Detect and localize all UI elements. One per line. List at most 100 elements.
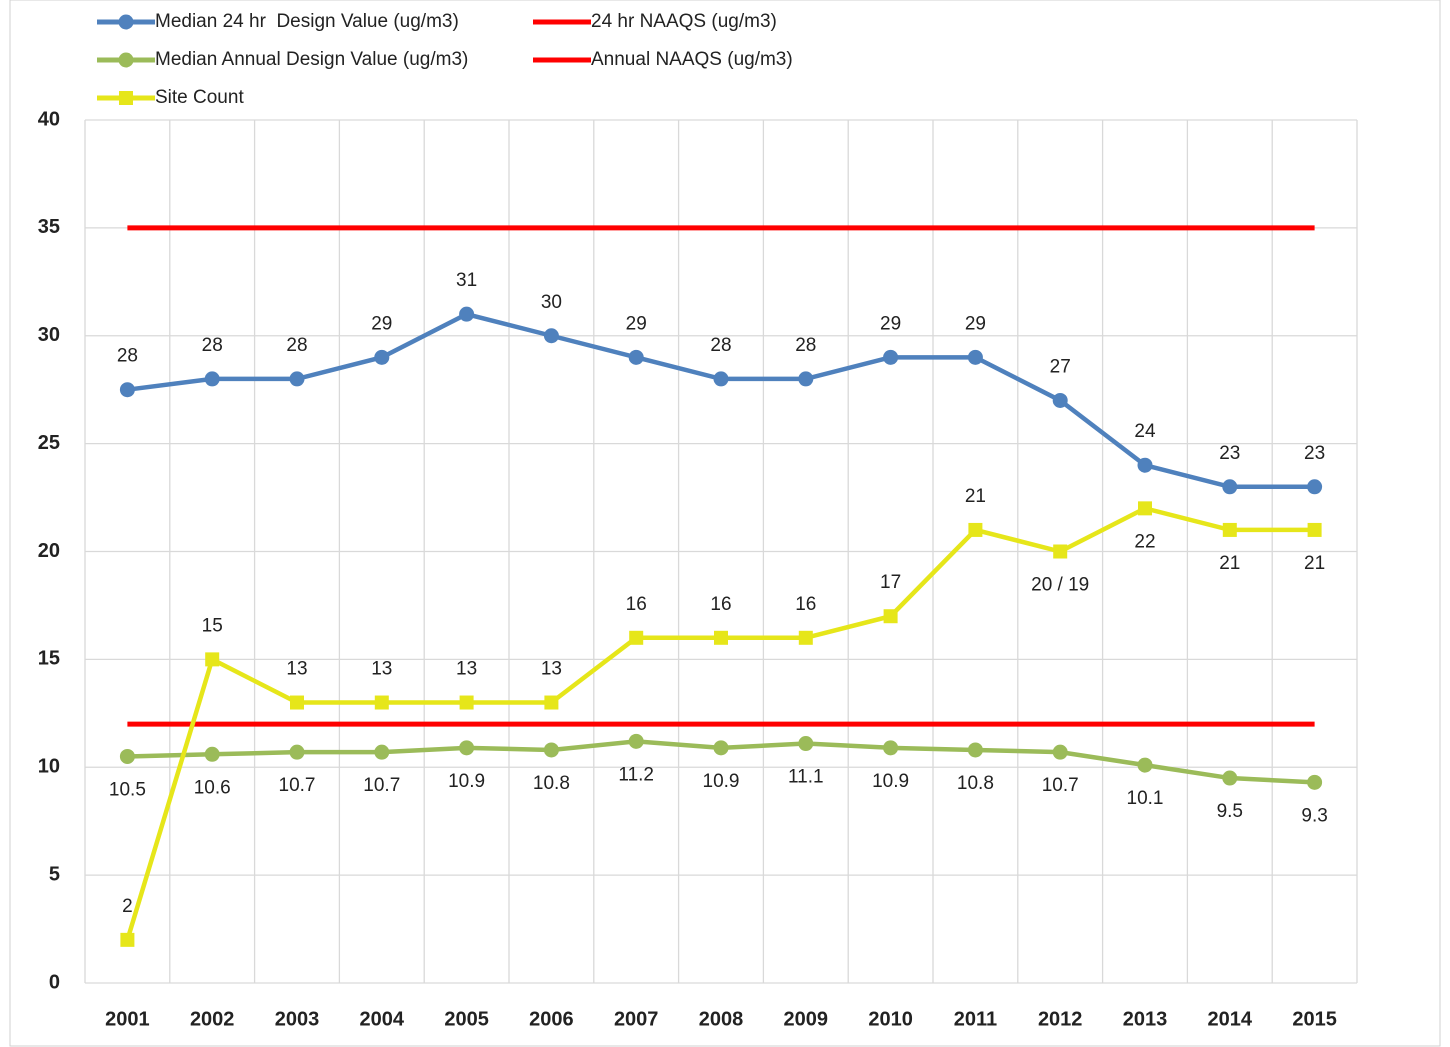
data-point	[713, 740, 729, 756]
y-tick-label: 25	[38, 432, 60, 454]
y-tick-label: 35	[38, 216, 60, 238]
x-tick-label: 2014	[1208, 1008, 1253, 1030]
x-tick-label: 2010	[868, 1008, 913, 1030]
data-point	[204, 371, 220, 387]
data-label: 10.7	[1042, 775, 1079, 796]
data-point	[1307, 479, 1323, 495]
data-point	[289, 744, 305, 760]
x-tick-label: 2006	[529, 1008, 574, 1030]
data-label: 27	[1050, 356, 1071, 377]
data-point	[1222, 479, 1238, 495]
data-label: 23	[1219, 443, 1240, 464]
data-label: 29	[371, 313, 392, 334]
data-point	[1137, 757, 1153, 773]
data-label: 10.7	[279, 775, 316, 796]
data-point	[374, 349, 390, 365]
data-point	[883, 349, 899, 365]
data-label: 10.8	[957, 773, 994, 794]
data-point	[204, 746, 220, 762]
data-point	[798, 371, 814, 387]
legend-label: Site Count	[155, 87, 244, 108]
x-tick-label: 2008	[699, 1008, 744, 1030]
y-tick-label: 15	[38, 648, 60, 670]
data-label: 20 / 19	[1031, 575, 1089, 596]
data-label: 28	[202, 335, 223, 356]
y-tick-label: 10	[38, 756, 60, 778]
x-tick-label: 2002	[190, 1008, 235, 1030]
data-label: 16	[710, 594, 731, 615]
data-label: 30	[541, 292, 562, 313]
data-label: 28	[795, 335, 816, 356]
legend-marker	[119, 91, 133, 105]
data-point	[459, 306, 475, 322]
x-tick-label: 2007	[614, 1008, 659, 1030]
data-point	[459, 740, 475, 756]
data-label: 16	[626, 594, 647, 615]
data-label: 29	[965, 313, 986, 334]
x-tick-label: 2015	[1292, 1008, 1337, 1030]
data-label: 31	[456, 270, 477, 291]
y-tick-label: 5	[49, 863, 60, 885]
data-point	[714, 630, 728, 645]
x-tick-label: 2011	[954, 1008, 997, 1030]
y-tick-label: 0	[49, 971, 60, 993]
x-tick-label: 2009	[784, 1008, 829, 1030]
legend-label: Median 24 hr Design Value (ug/m3)	[155, 11, 459, 32]
data-label: 16	[795, 594, 816, 615]
data-label: 15	[202, 615, 223, 636]
legend-label: 24 hr NAAQS (ug/m3)	[591, 11, 777, 32]
data-point	[1222, 770, 1238, 786]
data-point	[544, 695, 559, 710]
data-label: 10.9	[703, 771, 740, 792]
legend-label: Annual NAAQS (ug/m3)	[591, 49, 793, 70]
data-label: 23	[1304, 443, 1325, 464]
data-label: 21	[1219, 553, 1240, 574]
data-point	[290, 695, 304, 710]
x-tick-label: 2004	[360, 1008, 405, 1030]
data-point	[119, 382, 135, 398]
y-tick-label: 30	[38, 324, 60, 346]
data-point	[883, 740, 899, 756]
data-label: 13	[286, 659, 307, 680]
legend-label: Median Annual Design Value (ug/m3)	[155, 49, 468, 70]
x-tick-label: 2012	[1038, 1008, 1083, 1030]
data-point	[289, 371, 305, 387]
data-label: 24	[1134, 421, 1156, 442]
data-point	[629, 630, 644, 645]
data-point	[1052, 744, 1068, 760]
data-label: 13	[456, 659, 477, 680]
data-point	[798, 736, 814, 752]
data-point	[628, 349, 644, 365]
y-tick-label: 20	[38, 540, 60, 562]
data-point	[968, 522, 983, 537]
data-label: 22	[1134, 531, 1155, 552]
data-label: 28	[710, 335, 731, 356]
data-label: 13	[371, 659, 392, 680]
data-label: 29	[880, 313, 901, 334]
data-point	[798, 630, 813, 645]
data-label: 10.7	[363, 775, 400, 796]
data-point	[967, 742, 983, 758]
legend-marker	[118, 52, 134, 68]
data-label: 10.6	[194, 777, 231, 798]
data-label: 28	[286, 335, 307, 356]
x-tick-label: 2013	[1123, 1008, 1168, 1030]
data-label: 21	[965, 486, 986, 507]
data-label: 9.3	[1301, 805, 1327, 826]
data-label: 13	[541, 659, 562, 680]
data-point	[205, 652, 220, 667]
data-point	[374, 744, 390, 760]
data-label: 2	[122, 896, 133, 917]
data-point	[1222, 522, 1237, 537]
data-point	[1307, 522, 1322, 537]
data-label: 10.1	[1127, 788, 1164, 809]
data-point	[459, 695, 474, 710]
data-label: 11.2	[618, 764, 654, 785]
data-label: 10.9	[872, 771, 909, 792]
data-point	[1138, 501, 1152, 516]
data-label: 10.5	[109, 779, 146, 800]
data-point	[713, 371, 729, 387]
data-point	[120, 932, 135, 947]
legend-marker	[118, 14, 134, 30]
x-tick-label: 2003	[275, 1008, 320, 1030]
